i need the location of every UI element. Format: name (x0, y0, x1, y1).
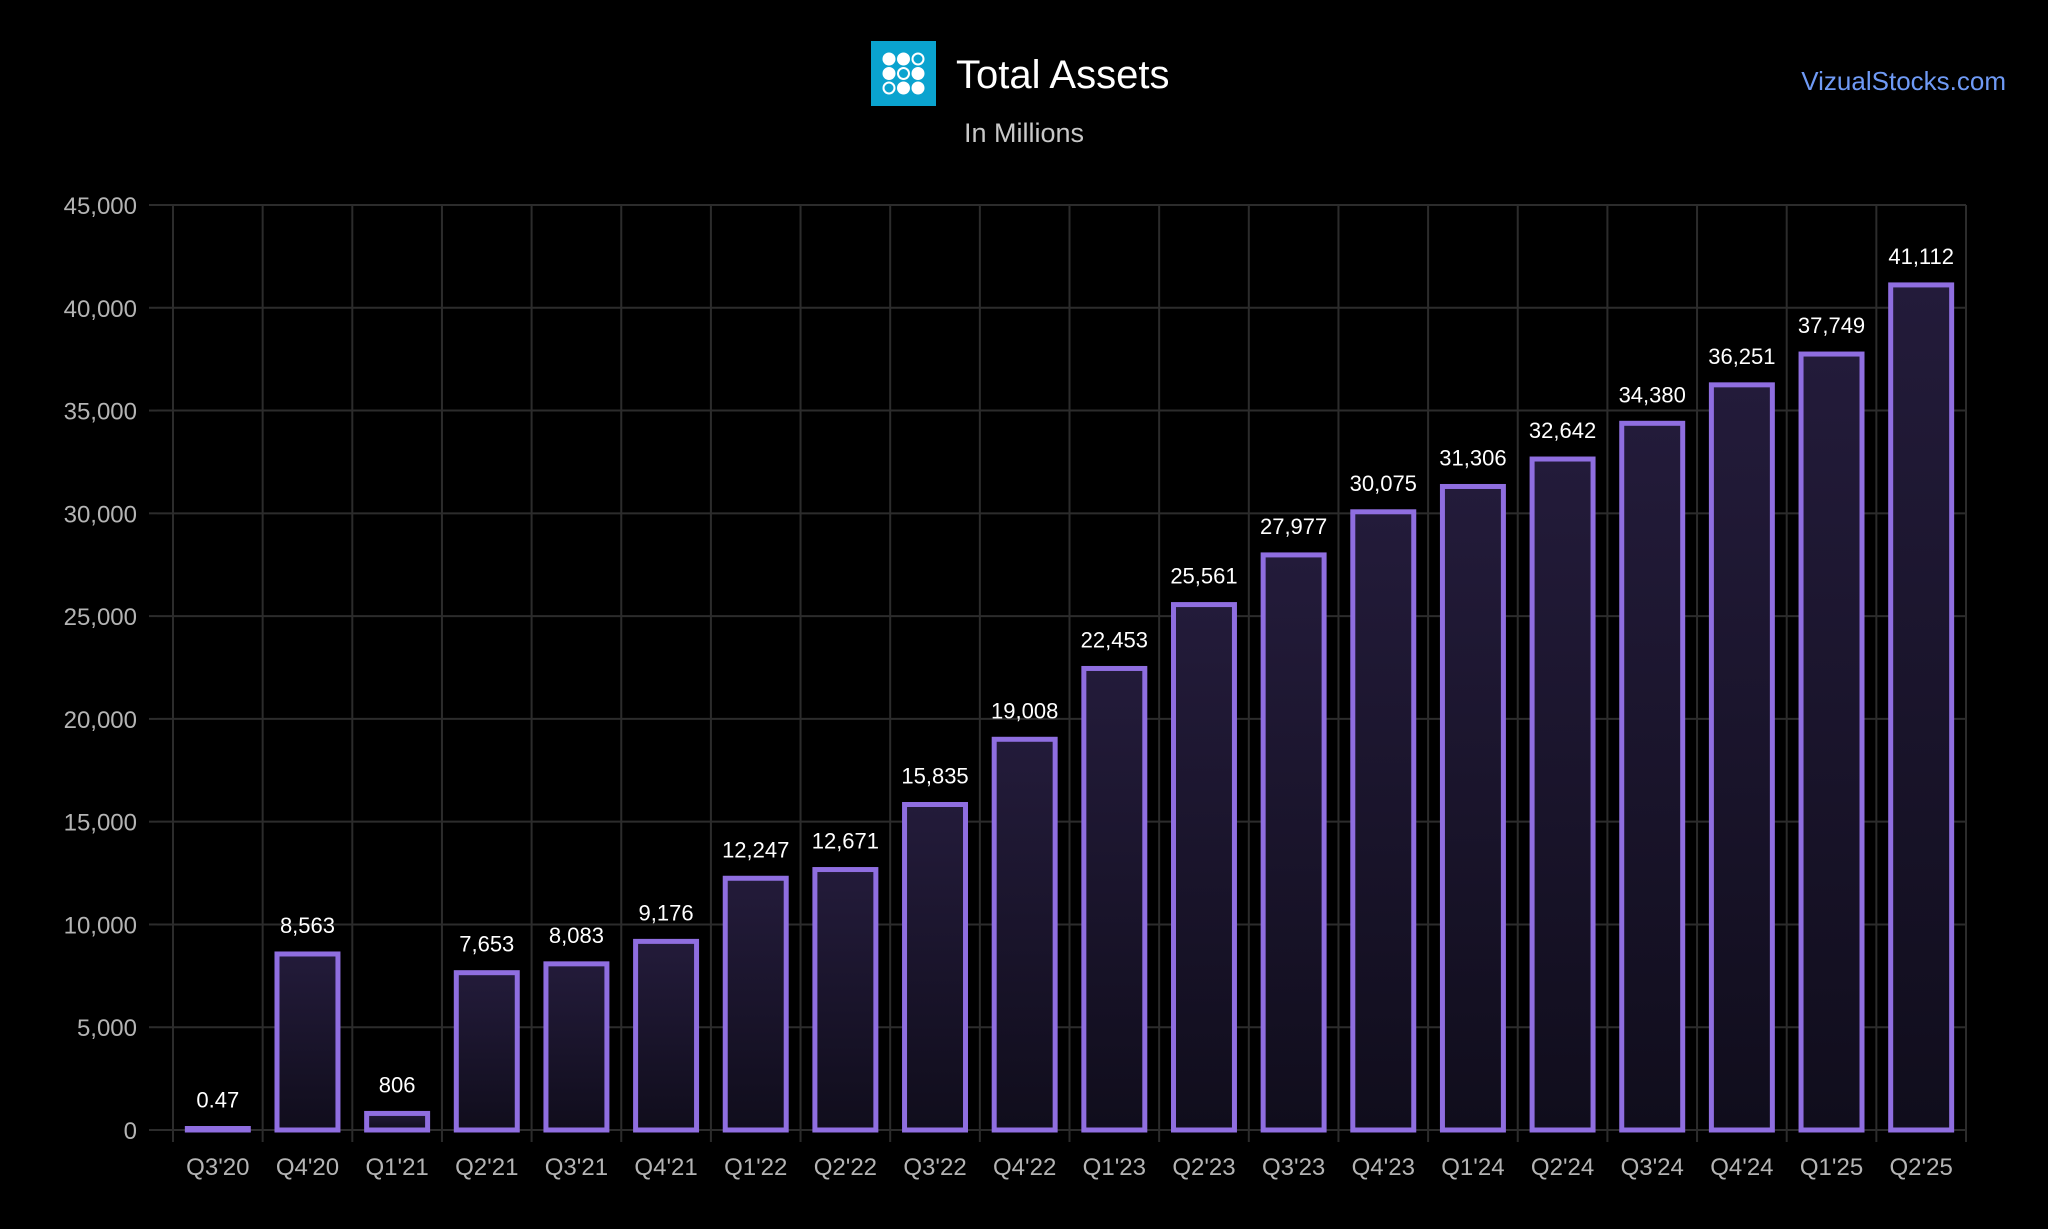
bar-data-label: 30,075 (1350, 471, 1417, 496)
bar-data-label: 12,671 (812, 829, 879, 854)
y-tick-label: 20,000 (64, 707, 137, 734)
bar-data-label: 8,563 (280, 913, 335, 938)
chart-subtitle-text: In Millions (963, 118, 1085, 148)
data-labels: 0.47 8,563 806 7,653 8,083 9,176 12,247 12,671 1… (196, 244, 1954, 1113)
bar (1260, 552, 1327, 1133)
bar-data-label: 22,453 (1081, 627, 1148, 652)
bar-data-label: 806 (379, 1072, 416, 1097)
bar (902, 802, 969, 1133)
chart-title: Total Assets (956, 53, 1170, 97)
bar-data-label: 15,835 (901, 764, 968, 789)
bar (274, 951, 341, 1133)
bar-data-label: 41,112 (1888, 244, 1954, 269)
bar-data-label: 8,083 (549, 923, 604, 948)
bar-data-label: 12,247 (722, 837, 789, 862)
bar (543, 961, 610, 1133)
bar (1081, 665, 1148, 1133)
y-tick-label: 0 (124, 1118, 137, 1145)
y-tick-label: 10,000 (64, 912, 137, 939)
x-tick-label: Q2'25 (1890, 1154, 1953, 1181)
bar-data-label: 27,977 (1260, 514, 1327, 539)
bars (184, 282, 1955, 1133)
bar (1170, 602, 1237, 1133)
bar (1350, 509, 1417, 1133)
x-tick-label: Q2'23 (1172, 1154, 1235, 1181)
y-tick-label: 30,000 (64, 501, 137, 528)
bar-data-label: 0.47 (196, 1088, 239, 1113)
bar (184, 1126, 251, 1133)
x-tick-label: Q4'23 (1352, 1154, 1415, 1181)
y-tick-label: 15,000 (64, 810, 137, 837)
bar (1708, 382, 1775, 1133)
bar-data-label: 19,008 (991, 698, 1058, 723)
bar-data-label: 32,642 (1529, 418, 1596, 443)
x-tick-label: Q1'22 (724, 1154, 787, 1181)
grid-dots-logo-icon (871, 41, 936, 106)
x-tick-label: Q2'22 (814, 1154, 877, 1181)
chart-header: Total Assets In Millions VizualStocks.co… (0, 0, 2048, 160)
x-tick-label: Q3'22 (903, 1154, 966, 1181)
x-tick-label: Q3'20 (186, 1154, 249, 1181)
y-axis-tick-labels: 0 5,000 10,000 15,000 20,000 25,000 30,000 35,0… (64, 193, 137, 1145)
bar (722, 875, 789, 1133)
bar (1888, 282, 1955, 1133)
x-tick-label: Q1'25 (1800, 1154, 1863, 1181)
bar-data-label: 37,749 (1798, 313, 1865, 338)
bar (364, 1110, 431, 1133)
bar (453, 970, 520, 1133)
x-tick-label: Q3'23 (1262, 1154, 1325, 1181)
x-axis-tick-labels: Q3'20 Q4'20 Q1'21 Q2'21 Q3'21 Q4'21 Q1'22 Q2'22… (186, 1154, 1953, 1181)
bar (812, 867, 879, 1133)
x-tick-label: Q3'21 (545, 1154, 608, 1181)
chart-subtitle: In Millions (0, 117, 2048, 149)
bar-data-label: 25,561 (1170, 564, 1237, 589)
x-tick-label: Q2'21 (455, 1154, 518, 1181)
x-tick-label: Q4'24 (1710, 1154, 1773, 1181)
x-tick-label: Q2'24 (1531, 1154, 1594, 1181)
x-tick-label: Q1'24 (1441, 1154, 1504, 1181)
x-tick-label: Q1'21 (365, 1154, 428, 1181)
y-tick-label: 25,000 (64, 604, 137, 631)
bar (1798, 351, 1865, 1133)
bar-data-label: 9,176 (639, 900, 694, 925)
y-tick-label: 40,000 (64, 296, 137, 323)
bar (1439, 483, 1506, 1133)
bar-data-label: 31,306 (1439, 445, 1506, 470)
y-tick-label: 5,000 (77, 1015, 137, 1042)
x-tick-label: Q4'20 (276, 1154, 339, 1181)
bar-data-label: 34,380 (1619, 382, 1686, 407)
x-tick-label: Q1'23 (1083, 1154, 1146, 1181)
x-tick-label: Q4'21 (634, 1154, 697, 1181)
bar (1529, 456, 1596, 1133)
bar (633, 938, 700, 1133)
y-tick-label: 45,000 (64, 193, 137, 220)
bar (1619, 420, 1686, 1133)
vizualstocks-link[interactable]: VizualStocks.com (1801, 66, 2006, 96)
bar (991, 736, 1058, 1133)
y-tick-label: 35,000 (64, 399, 137, 426)
bar-data-label: 7,653 (459, 932, 514, 957)
x-tick-label: Q3'24 (1621, 1154, 1684, 1181)
bar-data-label: 36,251 (1708, 344, 1775, 369)
x-tick-label: Q4'22 (993, 1154, 1056, 1181)
